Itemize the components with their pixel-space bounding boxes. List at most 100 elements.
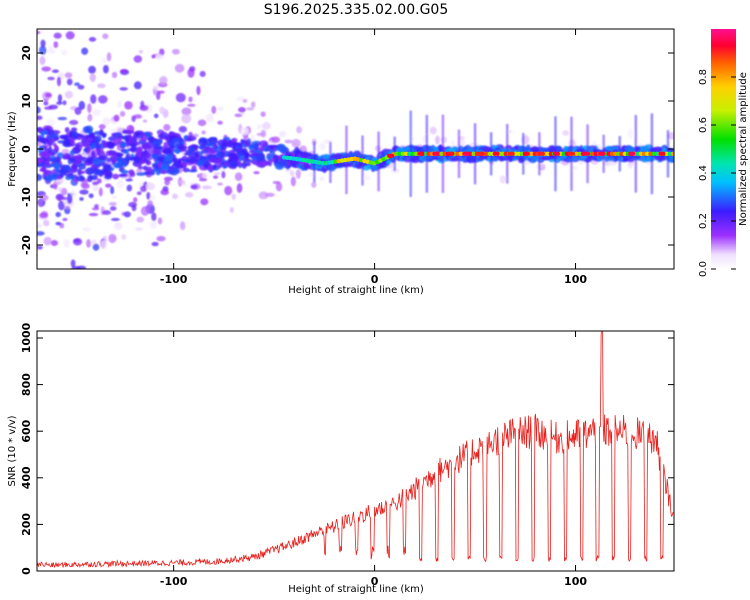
heatmap-cell — [70, 157, 76, 163]
heatmap-cell — [231, 154, 240, 160]
heatmap-cell — [146, 166, 153, 172]
heatmap-cell — [142, 119, 148, 123]
heatmap-cell — [290, 176, 297, 187]
snr-x-axis-label: Height of straight line (km) — [288, 584, 424, 595]
heatmap-cell — [94, 169, 103, 175]
heatmap-cell — [102, 33, 109, 40]
heatmap-peak-cell — [537, 151, 545, 156]
heatmap-cell — [58, 134, 68, 140]
heatmap-cell — [212, 140, 217, 144]
heatmap-cell — [102, 64, 109, 74]
heatmap-cell — [43, 171, 49, 177]
heatmap-cell — [172, 193, 178, 200]
heatmap-cell — [157, 161, 163, 168]
heatmap-cell — [231, 193, 236, 200]
colorbar-tick-label: 0.0 — [698, 261, 709, 277]
heatmap-cell — [163, 123, 171, 132]
heatmap-cell — [57, 94, 63, 103]
heatmap-cell — [98, 187, 103, 197]
heatmap-cell — [46, 175, 54, 182]
heatmap-cell — [402, 157, 407, 162]
heatmap-cell — [52, 162, 61, 170]
heatmap-cell — [250, 101, 256, 108]
heatmap-peak-cell — [447, 151, 455, 156]
heatmap-peak-cell — [492, 151, 500, 156]
heatmap-cell — [217, 163, 223, 169]
heatmap-cell — [241, 161, 247, 169]
heatmap-cell — [155, 170, 161, 176]
heatmap-cell — [102, 117, 111, 125]
heatmap-cell — [295, 169, 302, 179]
heatmap-cell — [51, 69, 60, 74]
heatmap-cell — [196, 160, 204, 167]
heatmap-cell — [57, 194, 62, 202]
heatmap-cell — [69, 149, 75, 156]
heatmap-cell — [177, 145, 185, 151]
heatmap-cell — [164, 179, 171, 186]
heatmap-cell — [71, 130, 78, 137]
heatmap-cell — [133, 81, 142, 90]
heatmap-cell — [101, 210, 112, 215]
heatmap-cell — [98, 123, 106, 130]
heatmap-cell — [211, 105, 217, 114]
heatmap-cell — [236, 96, 245, 101]
heatmap-cell — [59, 169, 66, 176]
heatmap-cell — [112, 137, 122, 145]
heatmap-cell — [172, 137, 181, 145]
heatmap-cell — [64, 90, 74, 99]
heatmap-cell — [66, 78, 73, 86]
heatmap-cell — [37, 128, 44, 133]
heatmap-cell — [140, 158, 146, 164]
heatmap-cell — [78, 100, 86, 111]
heatmap-cell — [236, 183, 243, 193]
x-tick-label: 0 — [371, 273, 379, 286]
heatmap-cell — [234, 172, 243, 182]
heatmap-cell — [201, 149, 208, 154]
heatmap-cell — [244, 140, 251, 147]
heatmap-cell — [169, 168, 179, 176]
heatmap-cell — [66, 153, 71, 159]
heatmap-cell — [66, 194, 73, 204]
heatmap-cell — [185, 150, 194, 156]
heatmap-cell — [258, 140, 269, 148]
y-tick-label: 200 — [20, 513, 33, 536]
heatmap-peak-cell — [417, 151, 425, 156]
heatmap-cell — [242, 157, 251, 162]
heatmap-cell — [62, 217, 68, 222]
heatmap-cell — [200, 198, 209, 206]
heatmap-cell — [106, 52, 112, 62]
x-tick-label: 0 — [371, 575, 379, 588]
heatmap-cell — [62, 100, 67, 106]
heatmap-cell — [240, 126, 249, 136]
y-tick-label: 600 — [20, 419, 33, 442]
heatmap-cell — [61, 196, 68, 201]
heatmap-cell — [81, 183, 90, 190]
heatmap-cell — [192, 151, 200, 159]
chart-title: S196.2025.335.02.00.G05 — [264, 2, 449, 18]
heatmap-cell — [157, 217, 163, 225]
heatmap-cell — [102, 164, 112, 172]
heatmap-cell — [71, 127, 78, 132]
heatmap-cell — [111, 71, 118, 79]
heatmap-peak-cell — [628, 151, 636, 156]
heatmap-cell — [119, 111, 126, 117]
heatmap-cell — [346, 162, 354, 168]
heatmap-cell — [160, 189, 169, 196]
heatmap-cell — [187, 103, 196, 107]
heatmap-cell — [104, 1, 109, 9]
heatmap-cell — [56, 101, 63, 105]
heatmap-cell — [108, 202, 117, 206]
heatmap-cell — [37, 106, 41, 114]
heatmap-cell — [54, 137, 59, 141]
heatmap-cell — [35, 271, 43, 281]
heatmap-cell — [43, 101, 49, 106]
heatmap-cell — [153, 85, 160, 90]
heatmap-cell — [90, 239, 97, 245]
heatmap-cell — [364, 175, 371, 180]
heatmap-cell — [65, 175, 72, 180]
heatmap-cell — [100, 240, 108, 250]
heatmap-cell — [37, 173, 43, 181]
heatmap-cell — [181, 107, 192, 116]
heatmap-cell — [69, 137, 75, 145]
x-tick-label: 100 — [564, 575, 587, 588]
